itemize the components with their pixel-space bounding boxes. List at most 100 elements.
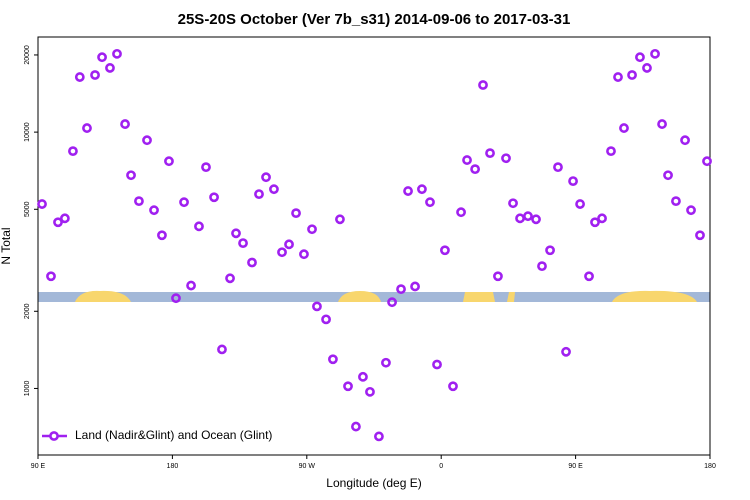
point — [328, 354, 338, 365]
point — [508, 198, 518, 209]
y-tick-label: 1000 — [24, 381, 31, 397]
point — [387, 297, 397, 308]
point — [396, 284, 406, 295]
point — [307, 224, 317, 235]
point — [642, 63, 652, 73]
point — [134, 196, 144, 207]
chart-title: 25S-20S October (Ver 7b_s31) 2014-09-06 … — [178, 11, 571, 28]
point — [462, 155, 472, 165]
point — [374, 431, 384, 442]
point — [53, 217, 63, 228]
x-tick-label: 90 W — [299, 463, 316, 470]
x-tick-label: 90 E — [568, 463, 583, 470]
point — [126, 170, 136, 181]
point — [410, 281, 420, 292]
point — [225, 273, 235, 284]
point — [142, 135, 152, 146]
point — [261, 172, 271, 183]
point — [523, 211, 533, 222]
point — [365, 386, 375, 397]
point — [217, 344, 227, 355]
point — [470, 164, 480, 175]
point — [351, 421, 361, 432]
point — [478, 80, 488, 90]
y-tick-label: 20000 — [24, 45, 31, 65]
point — [209, 192, 219, 203]
point — [584, 271, 594, 282]
point — [284, 239, 294, 250]
point — [568, 176, 578, 187]
land — [75, 290, 131, 302]
point — [663, 170, 673, 181]
point — [425, 197, 435, 208]
point — [695, 230, 705, 241]
point — [417, 184, 427, 195]
point — [537, 261, 547, 272]
point — [74, 72, 85, 82]
point — [97, 52, 107, 63]
point — [37, 199, 47, 209]
point — [171, 293, 181, 304]
point — [277, 247, 287, 258]
map-strip — [38, 290, 710, 302]
point — [68, 146, 78, 157]
y-tick-label: 5000 — [24, 201, 31, 217]
x-tick-label: 0 — [439, 463, 443, 470]
point — [157, 230, 167, 241]
point — [335, 214, 345, 225]
point — [575, 199, 585, 209]
point — [90, 70, 100, 80]
point — [312, 301, 322, 312]
point — [238, 238, 248, 249]
land — [507, 292, 515, 302]
point — [179, 197, 189, 208]
legend-label: Land (Nadir&Glint) and Ocean (Glint) — [75, 428, 272, 442]
point — [501, 153, 511, 164]
point — [456, 207, 466, 218]
point — [149, 205, 159, 216]
point — [448, 381, 458, 392]
point — [553, 162, 563, 173]
point — [201, 162, 211, 173]
point — [671, 196, 681, 207]
x-tick-label: 90 E — [31, 463, 46, 470]
point — [186, 280, 196, 291]
point — [82, 123, 92, 133]
point — [686, 205, 696, 216]
point — [493, 271, 503, 282]
point — [254, 189, 264, 200]
point — [515, 213, 525, 224]
point — [561, 346, 571, 357]
point — [650, 48, 660, 59]
point — [194, 221, 204, 232]
point — [321, 314, 331, 325]
point — [657, 119, 667, 129]
point — [635, 52, 645, 63]
point — [381, 357, 391, 368]
point — [597, 213, 607, 224]
y-tick-label: 10000 — [24, 122, 31, 142]
land — [463, 292, 495, 302]
point — [627, 70, 637, 80]
x-tick-label: 180 — [167, 463, 179, 470]
point — [105, 63, 115, 73]
point — [269, 184, 279, 195]
point — [120, 119, 130, 129]
point — [545, 245, 555, 256]
land — [612, 290, 697, 302]
x-tick-label: 180 — [704, 463, 716, 470]
y-tick-label: 2000 — [24, 303, 31, 319]
point — [231, 228, 241, 239]
point — [613, 72, 623, 82]
point — [432, 359, 442, 370]
point — [112, 48, 122, 59]
point — [46, 271, 56, 282]
point — [606, 146, 616, 157]
point — [358, 371, 368, 382]
point — [247, 257, 257, 268]
point — [619, 123, 629, 133]
point — [59, 213, 70, 224]
point — [403, 186, 413, 196]
legend-marker — [49, 431, 59, 441]
